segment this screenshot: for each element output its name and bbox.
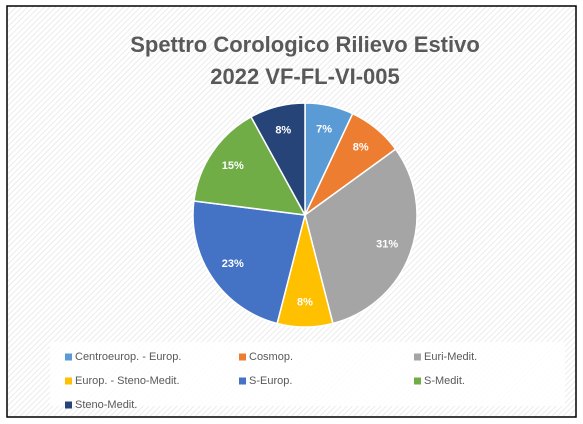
- legend-label: S-Europ.: [249, 375, 292, 387]
- legend-box: [50, 342, 565, 406]
- legend-label: Steno-Medit.: [75, 399, 137, 411]
- legend-swatch: [414, 377, 421, 385]
- legend-swatch: [239, 353, 246, 361]
- pie-slice: [250, 102, 306, 216]
- legend-label: Euri-Medit.: [424, 351, 477, 363]
- chart-title: Spettro Corologico Rilievo Estivo: [130, 32, 480, 57]
- data-label: 8%: [275, 124, 291, 136]
- pie-slice: [193, 115, 307, 216]
- data-label: 31%: [376, 238, 398, 250]
- data-label: 8%: [297, 296, 313, 308]
- legend-swatch: [239, 377, 246, 385]
- legend-label: S-Medit.: [424, 375, 465, 387]
- pie-slice: [192, 200, 306, 325]
- data-label: 23%: [222, 258, 244, 270]
- legend-swatch: [414, 353, 421, 361]
- legend-swatch: [65, 377, 72, 385]
- legend-swatch: [65, 353, 72, 361]
- legend-label: Centroeurop. - Europ.: [75, 351, 181, 363]
- legend-swatch: [65, 401, 72, 409]
- chart-title: 2022 VF-FL-VI-005: [210, 64, 400, 89]
- data-label: 7%: [316, 124, 332, 136]
- data-label: 8%: [353, 142, 369, 154]
- legend-label: Europ. - Steno-Medit.: [75, 375, 180, 387]
- pie-slice: [304, 148, 418, 325]
- data-label: 15%: [222, 160, 244, 172]
- legend-label: Cosmop.: [249, 351, 293, 363]
